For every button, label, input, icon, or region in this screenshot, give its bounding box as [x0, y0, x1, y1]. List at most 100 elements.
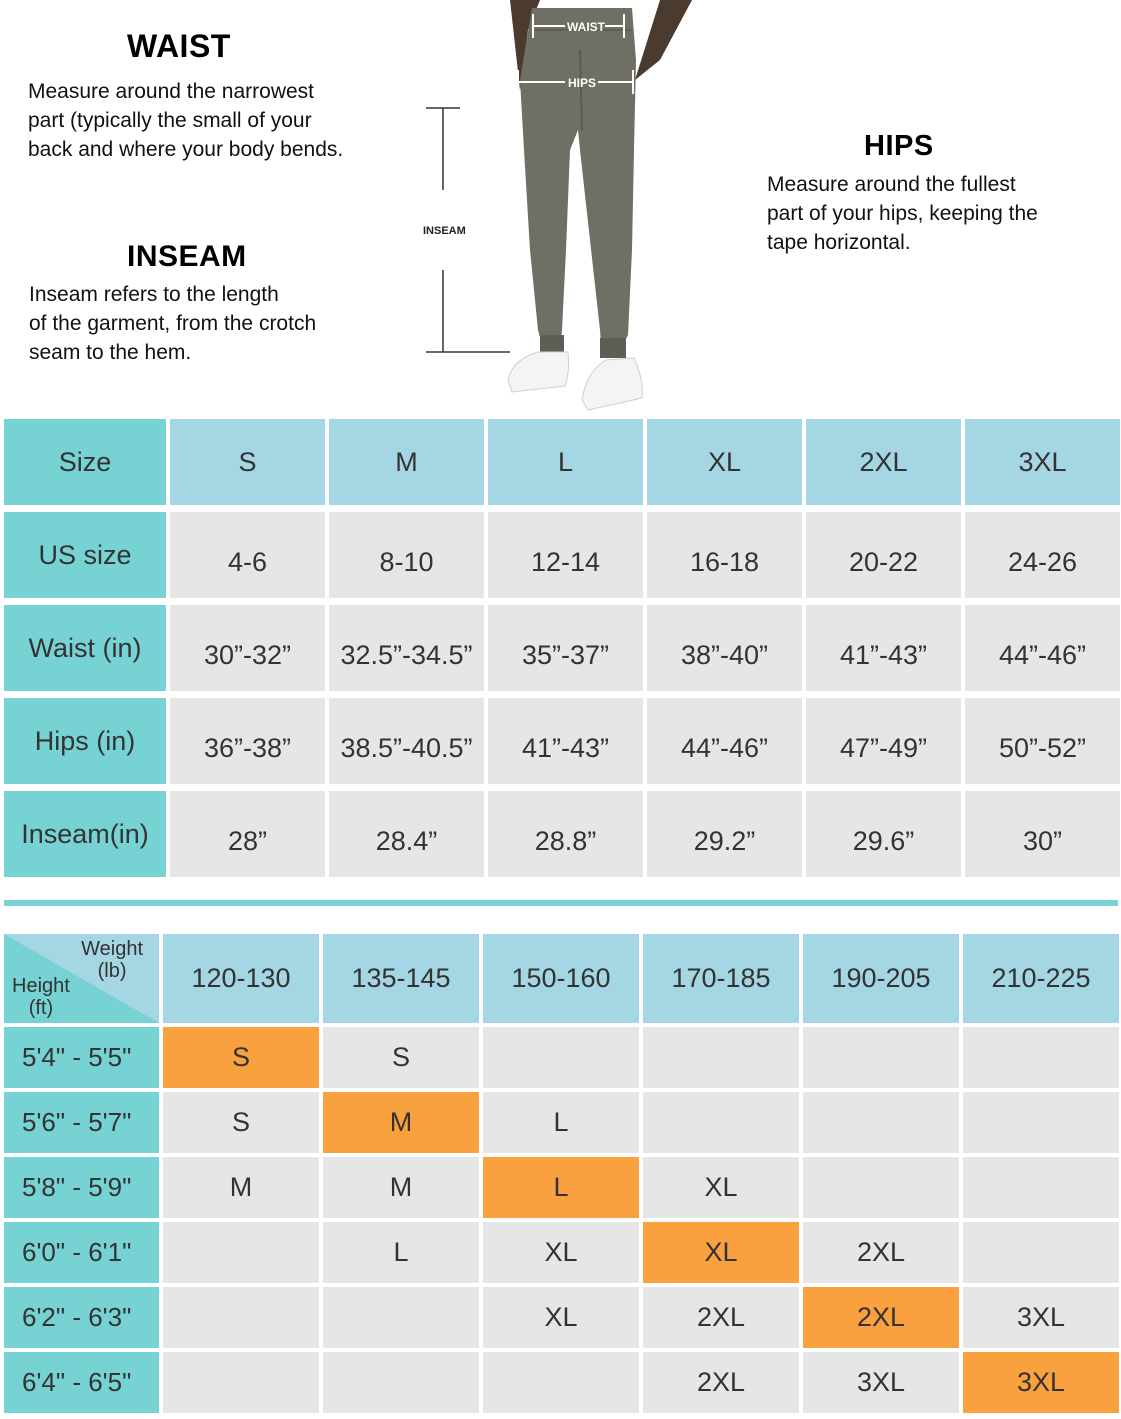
height-row-label: 6'0" - 6'1": [4, 1222, 159, 1283]
recommended-fit-cell: L: [483, 1157, 639, 1218]
fit-cell: [643, 1092, 799, 1153]
hips-description-line: part of your hips, keeping the: [767, 202, 1038, 225]
height-axis-label-line: Height: [12, 975, 70, 997]
size-header-label: Size: [4, 419, 166, 505]
fit-cell: [963, 1222, 1119, 1283]
weight-axis-label-line: Weight: [81, 938, 143, 960]
waist-description: Measure around the narrowest part (typic…: [28, 77, 343, 164]
table-cell: 32.5”-34.5”: [329, 605, 484, 691]
inseam-label: INSEAM: [423, 225, 466, 237]
size-header-cell: XL: [647, 419, 802, 505]
table-cell: 41”-43”: [806, 605, 961, 691]
row-label-inseam: Inseam(in): [4, 791, 166, 877]
fit-cell: XL: [483, 1287, 639, 1348]
fit-cell: S: [163, 1092, 319, 1153]
table-cell: 50”-52”: [965, 698, 1120, 784]
height-axis-label-line: (ft): [28, 997, 54, 1019]
fit-cell: [803, 1092, 959, 1153]
table-cell: 29.2”: [647, 791, 802, 877]
size-chart-table: Size S M L XL 2XL 3XL US size 4-6 8-10 1…: [4, 419, 1120, 877]
fit-cell: XL: [643, 1157, 799, 1218]
table-cell: 44”-46”: [965, 605, 1120, 691]
table-cell: 24-26: [965, 512, 1120, 598]
height-row-label: 5'4" - 5'5": [4, 1027, 159, 1088]
weight-header-cell: 150-160: [483, 934, 639, 1023]
height-row-label: 6'4" - 6'5": [4, 1352, 159, 1413]
weight-axis-label-line: (lb): [97, 960, 127, 982]
fit-cell: S: [323, 1027, 479, 1088]
fit-cell: [963, 1027, 1119, 1088]
hips-heading: HIPS: [864, 130, 934, 162]
height-weight-fit-table: Weight (lb) Height (ft) 120-130 135-145 …: [4, 934, 1119, 1413]
height-row-label: 5'8" - 5'9": [4, 1157, 159, 1218]
fit-cell: [323, 1352, 479, 1413]
fit-cell: [163, 1352, 319, 1413]
fit-cell: [803, 1027, 959, 1088]
table-cell: 28”: [170, 791, 325, 877]
fit-cell: L: [483, 1092, 639, 1153]
table-cell: 28.4”: [329, 791, 484, 877]
fit-cell: M: [163, 1157, 319, 1218]
height-axis-label: Height (ft): [12, 975, 70, 1019]
size-header-cell: S: [170, 419, 325, 505]
recommended-fit-cell: 2XL: [803, 1287, 959, 1348]
fit-cell: 2XL: [643, 1287, 799, 1348]
waist-description-line: back and where your body bends.: [28, 138, 344, 161]
corner-diagonal: [4, 934, 159, 1023]
fit-cell: [483, 1352, 639, 1413]
table-cell: 16-18: [647, 512, 802, 598]
table-cell: 38.5”-40.5”: [329, 698, 484, 784]
size-header-cell: L: [488, 419, 643, 505]
weight-header-cell: 170-185: [643, 934, 799, 1023]
fit-cell: L: [323, 1222, 479, 1283]
table-cell: 29.6”: [806, 791, 961, 877]
fit-cell: [643, 1027, 799, 1088]
table-cell: 8-10: [329, 512, 484, 598]
inseam-heading: INSEAM: [127, 240, 247, 273]
weight-header-cell: 120-130: [163, 934, 319, 1023]
fit-cell: XL: [483, 1222, 639, 1283]
fit-cell: [963, 1157, 1119, 1218]
row-label-us-size: US size: [4, 512, 166, 598]
weight-header-cell: 190-205: [803, 934, 959, 1023]
fit-table-corner: Weight (lb) Height (ft): [4, 934, 159, 1023]
hips-description: Measure around the fullest part of your …: [767, 170, 1038, 257]
recommended-fit-cell: 3XL: [963, 1352, 1119, 1413]
fit-cell: 3XL: [803, 1352, 959, 1413]
size-header-cell: 2XL: [806, 419, 961, 505]
hips-description-line: tape horizontal.: [767, 231, 911, 254]
height-row-label: 6'2" - 6'3": [4, 1287, 159, 1348]
recommended-fit-cell: XL: [643, 1222, 799, 1283]
fit-cell: [163, 1287, 319, 1348]
recommended-fit-cell: M: [323, 1092, 479, 1153]
table-cell: 41”-43”: [488, 698, 643, 784]
recommended-fit-cell: S: [163, 1027, 319, 1088]
fit-cell: [803, 1157, 959, 1218]
fit-cell: 2XL: [643, 1352, 799, 1413]
size-header-cell: M: [329, 419, 484, 505]
waist-description-line: Measure around the narrowest: [28, 80, 314, 103]
inseam-description: Inseam refers to the length of the garme…: [29, 280, 316, 367]
table-cell: 30”-32”: [170, 605, 325, 691]
waist-heading: WAIST: [127, 28, 231, 64]
waist-label: WAIST: [567, 20, 606, 34]
table-cell: 47”-49”: [806, 698, 961, 784]
fit-cell: [163, 1222, 319, 1283]
section-divider: [4, 900, 1118, 906]
fit-cell: 3XL: [963, 1287, 1119, 1348]
table-cell: 35”-37”: [488, 605, 643, 691]
fit-cell: [323, 1287, 479, 1348]
weight-header-cell: 135-145: [323, 934, 479, 1023]
table-cell: 4-6: [170, 512, 325, 598]
hips-description-line: Measure around the fullest: [767, 173, 1016, 196]
inseam-description-line: of the garment, from the crotch: [29, 312, 317, 335]
pants-figure: INSEAM WAIST HIPS: [423, 0, 692, 411]
table-cell: 36”-38”: [170, 698, 325, 784]
weight-axis-label: Weight (lb): [81, 938, 143, 982]
height-row-label: 5'6" - 5'7": [4, 1092, 159, 1153]
row-label-waist: Waist (in): [4, 605, 166, 691]
row-label-hips: Hips (in): [4, 698, 166, 784]
fit-cell: 2XL: [803, 1222, 959, 1283]
inseam-description-line: Inseam refers to the length: [29, 283, 279, 306]
hips-label: HIPS: [568, 76, 596, 90]
